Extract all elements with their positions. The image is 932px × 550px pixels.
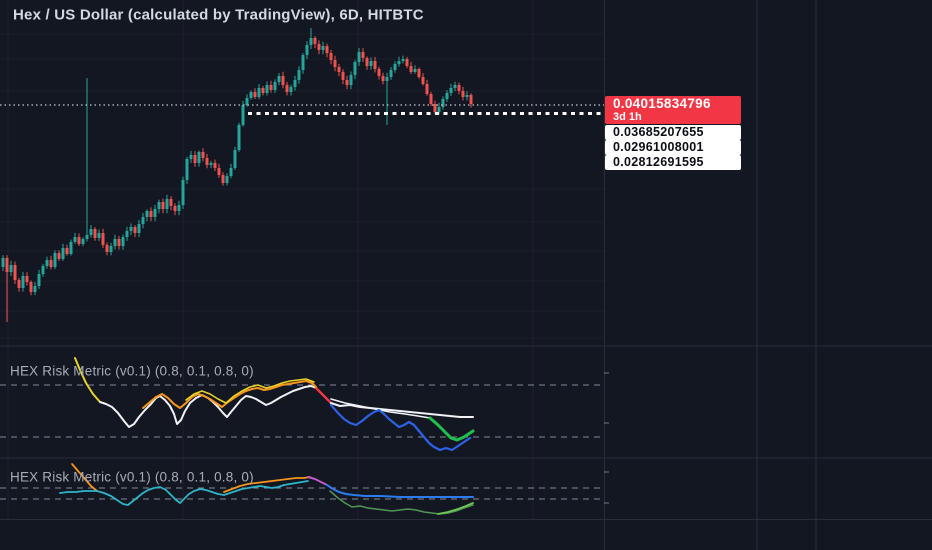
candlestick-series <box>1 28 473 322</box>
symbol-legend-title[interactable]: Hex / US Dollar (calculated by TradingVi… <box>13 6 424 24</box>
price-scale[interactable]: USD 0.600000000000.200000000000.06000000… <box>604 0 932 519</box>
bar-countdown: 3d 1h <box>613 111 642 123</box>
risk-metric-pane1-lines <box>0 357 604 452</box>
last-price-value: 0.04015834796 <box>613 96 711 111</box>
drawn-line-price-badge: 0.02812691595 <box>605 155 741 170</box>
last-price-badge: 0.04015834796 3d 1h <box>605 96 741 124</box>
gridlines <box>7 0 534 520</box>
drawn-line-price-badge: 0.03685207655 <box>605 125 741 140</box>
time-scale[interactable]: 2020202120222023 ABC <box>0 519 932 550</box>
price-lines-overlay <box>0 104 604 115</box>
pane1-indicator-title[interactable]: HEX Risk Metric (v0.1) (0.8, 0.1, 0.8, 0… <box>10 363 254 379</box>
risk-metric-pane2-lines <box>0 463 604 515</box>
drawn-line-price-badge: 0.02961008001 <box>605 140 741 155</box>
pane2-indicator-title[interactable]: HEX Risk Metric (v0.1) (0.8, 0.1, 0.8, 0… <box>10 469 254 485</box>
